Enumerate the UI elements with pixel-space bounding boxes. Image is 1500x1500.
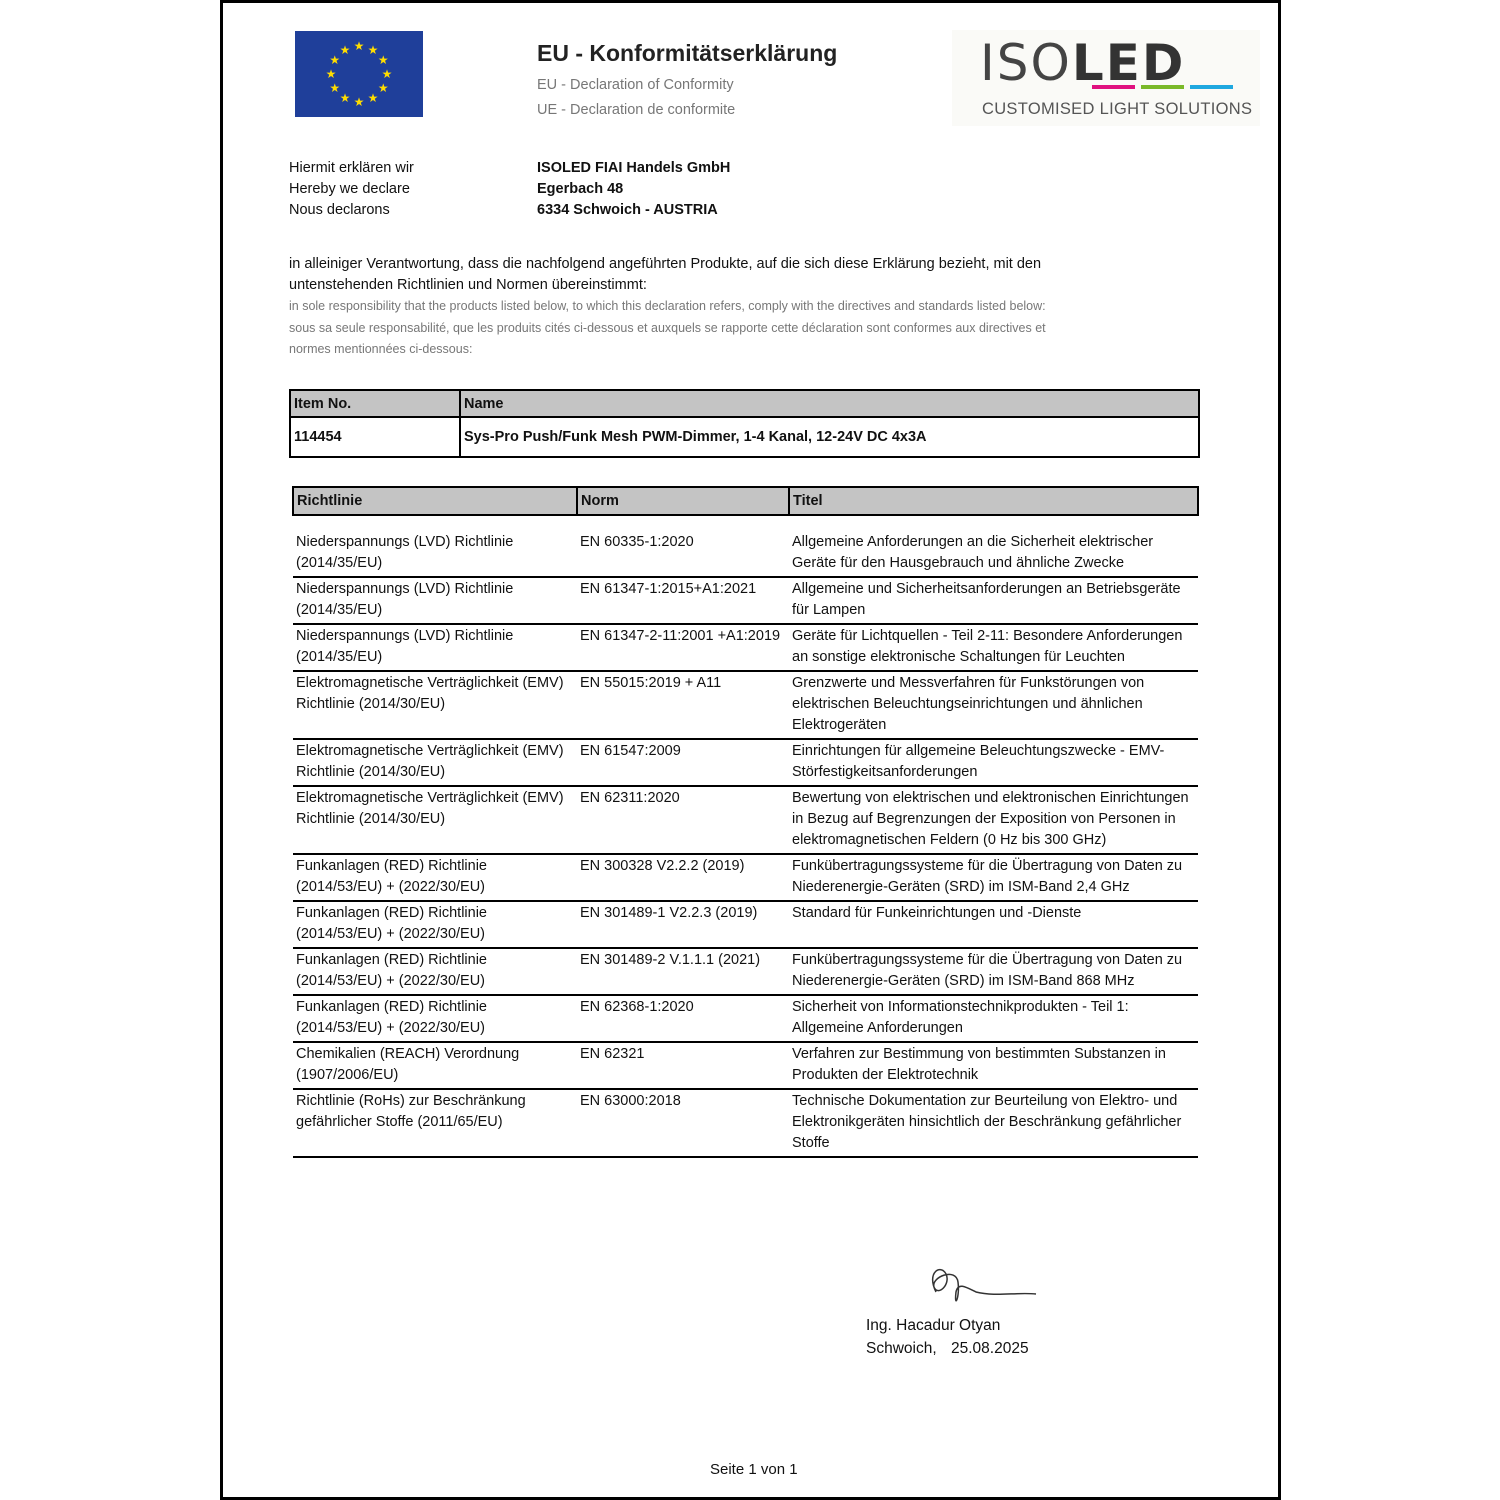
flag-star-icon: ★ [329,53,340,67]
cell-directive: Chemikalien (REACH) Verordnung (1907/200… [293,1042,577,1090]
page-title: EU - Konformitätserklärung [537,40,838,66]
company-name: ISOLED FIAI Handels GmbH [537,160,731,176]
cell-title: Sicherheit von Informationstechnikproduk… [789,995,1198,1043]
cell-norm: EN 61347-2-11:2001 +A1:2019 [577,624,789,672]
cell-title: Funkübertragungssysteme für die Übertrag… [789,854,1198,902]
table-row: Elektromagnetische Verträglichkeit (EMV)… [293,739,1198,787]
eu-flag-logo: ★ ★ ★ ★ ★ ★ ★ ★ ★ ★ ★ ★ [295,31,423,117]
logo-bar-magenta [1092,85,1135,89]
declare-label-en: Hereby we declare [289,181,410,197]
table-row: Niederspannungs (LVD) Richtlinie (2014/3… [293,624,1198,672]
table-row: Funkanlagen (RED) Richtlinie (2014/53/EU… [293,854,1198,902]
cell-norm: EN 301489-1 V2.2.3 (2019) [577,901,789,949]
intro-en: in sole responsibility that the products… [289,299,1046,313]
cell-norm: EN 55015:2019 + A11 [577,671,789,740]
subtitle-en: EU - Declaration of Conformity [537,77,734,93]
logo-wordmark: ISOLED [980,34,1186,92]
cell-title: Allgemeine und Sicherheitsanforderungen … [789,577,1198,625]
header-titel: Titel [789,486,1199,516]
signature-place: Schwoich, [866,1340,937,1357]
table-row: Niederspannungs (LVD) Richtlinie (2014/3… [293,577,1198,625]
table-row: Funkanlagen (RED) Richtlinie (2014/53/EU… [293,995,1198,1043]
cell-directive: Richtlinie (RoHs) zur Beschränkung gefäh… [293,1089,577,1158]
cell-title: Funkübertragungssysteme für die Übertrag… [789,948,1198,996]
isoled-logo: ISOLED CUSTOMISED LIGHT SOLUTIONS [952,30,1260,126]
cell-norm: EN 62368-1:2020 [577,995,789,1043]
flag-star-icon: ★ [326,67,337,81]
flag-star-icon: ★ [329,81,340,95]
table-row: Elektromagnetische Verträglichkeit (EMV)… [293,786,1198,855]
logo-bar-blue [1190,85,1233,89]
flag-star-icon: ★ [340,43,351,57]
cell-directive: Funkanlagen (RED) Richtlinie (2014/53/EU… [293,995,577,1043]
declare-label-fr: Nous declarons [289,202,390,218]
cell-directive: Funkanlagen (RED) Richtlinie (2014/53/EU… [293,948,577,996]
intro-fr: sous sa seule responsabilité, que les pr… [289,320,1046,357]
cell-norm: EN 61347-1:2015+A1:2021 [577,577,789,625]
flag-star-icon: ★ [354,95,365,109]
intro-text: in alleiniger Verantwortung, dass die na… [289,254,1049,361]
cell-title: Einrichtungen für allgemeine Beleuchtung… [789,739,1198,787]
standards-table: Richtlinie Norm Titel Niederspannungs (L… [292,486,1199,1158]
product-name: Sys-Pro Push/Funk Mesh PWM-Dimmer, 1-4 K… [464,429,927,445]
page-border [220,0,1281,1500]
cell-title: Standard für Funkeinrichtungen und -Dien… [789,901,1198,949]
flag-star-icon: ★ [382,67,393,81]
cell-title: Grenzwerte und Messverfahren für Funkstö… [789,671,1198,740]
cell-directive: Elektromagnetische Verträglichkeit (EMV)… [293,671,577,740]
cell-title: Verfahren zur Bestimmung von bestimmten … [789,1042,1198,1090]
flag-star-icon: ★ [368,43,379,57]
cell-directive: Niederspannungs (LVD) Richtlinie (2014/3… [293,515,577,578]
signature-date: 25.08.2025 [951,1340,1029,1357]
cell-title: Allgemeine Anforderungen an die Sicherhe… [789,515,1198,578]
cell-title: Technische Dokumentation zur Beurteilung… [789,1089,1198,1158]
table-row: Funkanlagen (RED) Richtlinie (2014/53/EU… [293,901,1198,949]
cell-norm: EN 63000:2018 [577,1089,789,1158]
cell-directive: Elektromagnetische Verträglichkeit (EMV)… [293,739,577,787]
cell-norm: EN 62311:2020 [577,786,789,855]
cell-norm: EN 62321 [577,1042,789,1090]
flag-star-icon: ★ [354,39,365,53]
subtitle-fr: UE - Declaration de conformite [537,102,736,118]
product-row: 114454 Sys-Pro Push/Funk Mesh PWM-Dimmer,… [290,417,1199,457]
header-item-no: Item No. [290,390,461,418]
flag-star-icon: ★ [378,53,389,67]
table-row: Chemikalien (REACH) Verordnung (1907/200… [293,1042,1198,1090]
page-number: Seite 1 von 1 [710,1461,798,1478]
cell-directive: Elektromagnetische Verträglichkeit (EMV)… [293,786,577,855]
header-norm: Norm [577,486,790,516]
signature-image [931,1269,1037,1302]
cell-directive: Niederspannungs (LVD) Richtlinie (2014/3… [293,577,577,625]
intro-de: in alleiniger Verantwortung, dass die na… [289,256,1042,293]
logo-bar-green [1141,85,1184,89]
company-street: Egerbach 48 [537,181,624,197]
table-row: Funkanlagen (RED) Richtlinie (2014/53/EU… [293,948,1198,996]
item-no: 114454 [290,417,461,457]
flag-star-icon: ★ [378,81,389,95]
logo-tagline: CUSTOMISED LIGHT SOLUTIONS [982,100,1253,118]
table-row: Elektromagnetische Verträglichkeit (EMV)… [293,671,1198,740]
table-row: Richtlinie (RoHs) zur Beschränkung gefäh… [293,1089,1198,1158]
cell-norm: EN 300328 V2.2.2 (2019) [577,854,789,902]
cell-title: Bewertung von elektrischen und elektroni… [789,786,1198,855]
cell-directive: Funkanlagen (RED) Richtlinie (2014/53/EU… [293,854,577,902]
product-table: Item No. Name 114454 Sys-Pro Push/Funk Mes… [289,389,1200,458]
cell-norm: EN 60335-1:2020 [577,515,789,578]
cell-norm: EN 61547:2009 [577,739,789,787]
cell-directive: Niederspannungs (LVD) Richtlinie (2014/3… [293,624,577,672]
table-row: Niederspannungs (LVD) Richtlinie (2014/3… [293,515,1198,578]
cell-title: Geräte für Lichtquellen - Teil 2-11: Bes… [789,624,1198,672]
signatory-name: Ing. Hacadur Otyan [866,1317,1001,1334]
company-city: 6334 Schwoich - AUSTRIA [537,202,718,218]
flag-star-icon: ★ [340,91,351,105]
cell-directive: Funkanlagen (RED) Richtlinie (2014/53/EU… [293,901,577,949]
flag-star-icon: ★ [368,91,379,105]
header-name: Name [460,390,1199,418]
declare-label-de: Hiermit erklären wir [289,160,414,176]
cell-norm: EN 301489-2 V.1.1.1 (2021) [577,948,789,996]
header-richtlinie: Richtlinie [292,486,578,516]
